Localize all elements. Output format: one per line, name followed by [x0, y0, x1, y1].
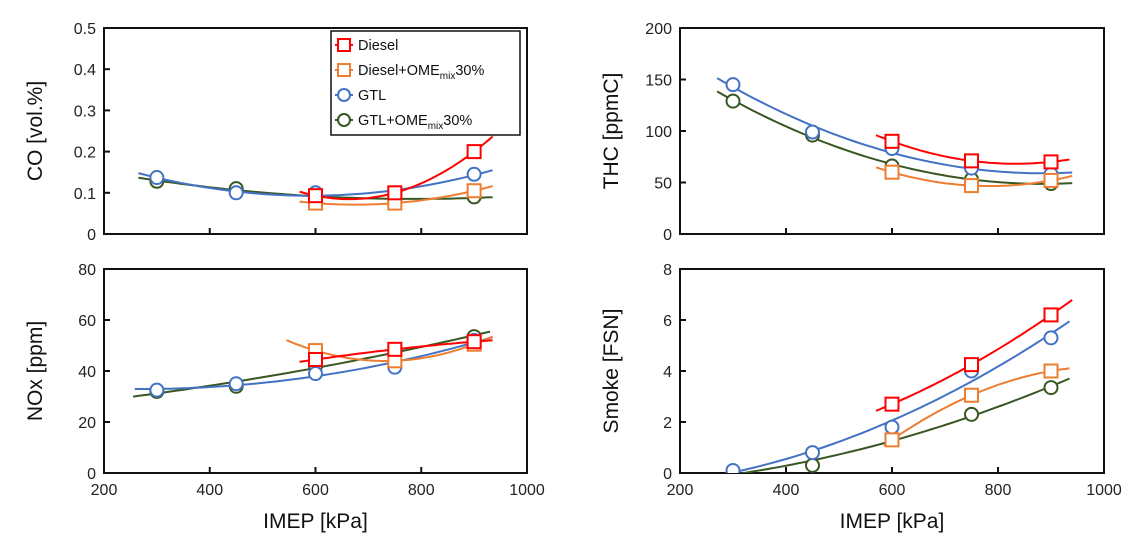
co-ytick-label: 0.2 — [74, 145, 96, 162]
legend: Diesel Diesel+OMEmix30% GTL GTL+OMEmix30% — [330, 30, 521, 136]
smoke-point-diesel — [884, 396, 900, 412]
smoke-point-gtl — [725, 462, 741, 473]
smoke-point-diesel-omemix30- — [884, 432, 900, 448]
thc-point-diesel — [884, 133, 900, 149]
smoke-ylabel: Smoke [FSN] — [600, 309, 623, 434]
nox-point-diesel — [308, 352, 323, 368]
nox-point-diesel — [387, 341, 403, 357]
legend-circle-marker — [337, 113, 351, 127]
thc-ylabel: THC [ppmC] — [600, 73, 623, 190]
smoke-xtick-label: 400 — [773, 482, 800, 499]
legend-circle-marker — [337, 88, 351, 102]
smoke-trend-diesel-omemix30- — [883, 367, 1070, 447]
thc-point-diesel-omemix30- — [964, 178, 979, 194]
nox-point-gtl — [308, 366, 323, 382]
smoke-point-gtl-omemix30- — [1043, 380, 1059, 396]
co-panel: 0 0.1 0.2 0.3 0.4 0.5 CO [vol.%] — [24, 21, 528, 244]
smoke-point-diesel — [1043, 307, 1059, 323]
legend-square-marker — [337, 63, 351, 77]
thc-point-gtl-omemix30- — [725, 93, 741, 109]
thc-ytick-label: 50 — [654, 176, 672, 193]
co-ytick-label: 0 — [87, 227, 96, 244]
legend-label: GTL+OMEmix30% — [358, 113, 472, 132]
smoke-ytick-label: 6 — [663, 313, 672, 330]
thc-panel: 0 50 100 150 200 THC [ppmC] — [600, 21, 1105, 244]
smoke-point-gtl — [805, 445, 820, 461]
nox-xtick-label: 400 — [196, 482, 223, 499]
thc-point-diesel — [1043, 154, 1059, 170]
legend-label: Diesel+OMEmix30% — [358, 63, 484, 82]
co-point-gtl — [149, 170, 165, 186]
nox-ytick-label: 60 — [78, 313, 96, 330]
thc-ytick-label: 150 — [645, 73, 672, 90]
smoke-xlabel: IMEP [kPa] — [840, 510, 945, 533]
smoke-point-gtl — [1043, 330, 1059, 346]
co-ylabel: CO [vol.%] — [24, 81, 47, 181]
nox-point-gtl — [228, 376, 244, 392]
co-ytick-label: 0.4 — [74, 62, 96, 79]
smoke-xtick-label: 800 — [985, 482, 1012, 499]
smoke-point-gtl-omemix30- — [964, 406, 979, 422]
nox-point-gtl — [149, 382, 165, 398]
nox-xtick-label: 600 — [302, 482, 329, 499]
thc-point-diesel-omemix30- — [884, 164, 900, 180]
nox-ytick-label: 80 — [78, 262, 96, 279]
nox-xtick-label: 1000 — [509, 482, 545, 499]
legend-item: Diesel+OMEmix30% — [335, 63, 484, 82]
legend-box — [330, 30, 521, 136]
smoke-point-gtl — [884, 419, 900, 435]
co-point-diesel — [308, 188, 323, 204]
smoke-point-diesel — [964, 357, 979, 373]
legend-label: GTL — [358, 88, 386, 104]
legend-item: Diesel — [335, 38, 398, 54]
nox-ytick-label: 0 — [87, 466, 96, 483]
smoke-point-gtl-omemix30- — [805, 457, 820, 473]
co-ytick-label: 0.5 — [74, 21, 96, 38]
smoke-ytick-label: 2 — [663, 415, 672, 432]
nox-xlabel: IMEP [kPa] — [263, 510, 368, 533]
legend-item: GTL — [335, 88, 386, 104]
co-point-gtl — [466, 166, 482, 182]
thc-ytick-label: 200 — [645, 21, 672, 38]
smoke-point-diesel-omemix30- — [964, 387, 979, 403]
co-point-diesel-omemix30- — [466, 183, 482, 199]
thc-point-diesel — [964, 153, 979, 169]
nox-ylabel: NOx [ppm] — [24, 321, 47, 421]
thc-point-gtl — [725, 77, 741, 93]
co-point-diesel — [466, 144, 482, 160]
co-point-gtl — [228, 185, 244, 201]
legend-label: Diesel — [358, 38, 398, 54]
smoke-panel: 200 400 600 800 1000 0 2 4 6 8 Smoke [FSN] IMEP [kP… — [600, 262, 1122, 533]
co-point-diesel — [387, 185, 403, 201]
thc-point-gtl — [805, 124, 820, 140]
nox-ytick-label: 40 — [78, 364, 96, 381]
thc-plot-frame — [679, 27, 1105, 235]
thc-point-diesel-omemix30- — [1043, 172, 1059, 188]
nox-point-diesel — [466, 334, 482, 350]
nox-ytick-label: 20 — [78, 415, 96, 432]
smoke-ytick-label: 4 — [663, 364, 672, 381]
nox-xtick-label: 800 — [408, 482, 435, 499]
thc-ytick-label: 0 — [663, 227, 672, 244]
smoke-ytick-label: 0 — [663, 466, 672, 483]
smoke-point-diesel-omemix30- — [1043, 363, 1059, 379]
legend-square-marker — [337, 38, 351, 52]
thc-ytick-label: 100 — [645, 124, 672, 141]
nox-panel: 200 400 600 800 1000 0 20 40 60 80 NOx [ppm] IMEP [… — [24, 262, 545, 533]
co-ytick-label: 0.1 — [74, 186, 96, 203]
co-ytick-label: 0.3 — [74, 103, 96, 120]
smoke-trend-gtl — [725, 320, 1071, 473]
smoke-xtick-label: 1000 — [1086, 482, 1122, 499]
nox-xtick-label: 200 — [91, 482, 118, 499]
smoke-ytick-label: 8 — [663, 262, 672, 279]
smoke-xtick-label: 600 — [879, 482, 906, 499]
smoke-xtick-label: 200 — [667, 482, 694, 499]
legend-item: GTL+OMEmix30% — [335, 113, 472, 132]
